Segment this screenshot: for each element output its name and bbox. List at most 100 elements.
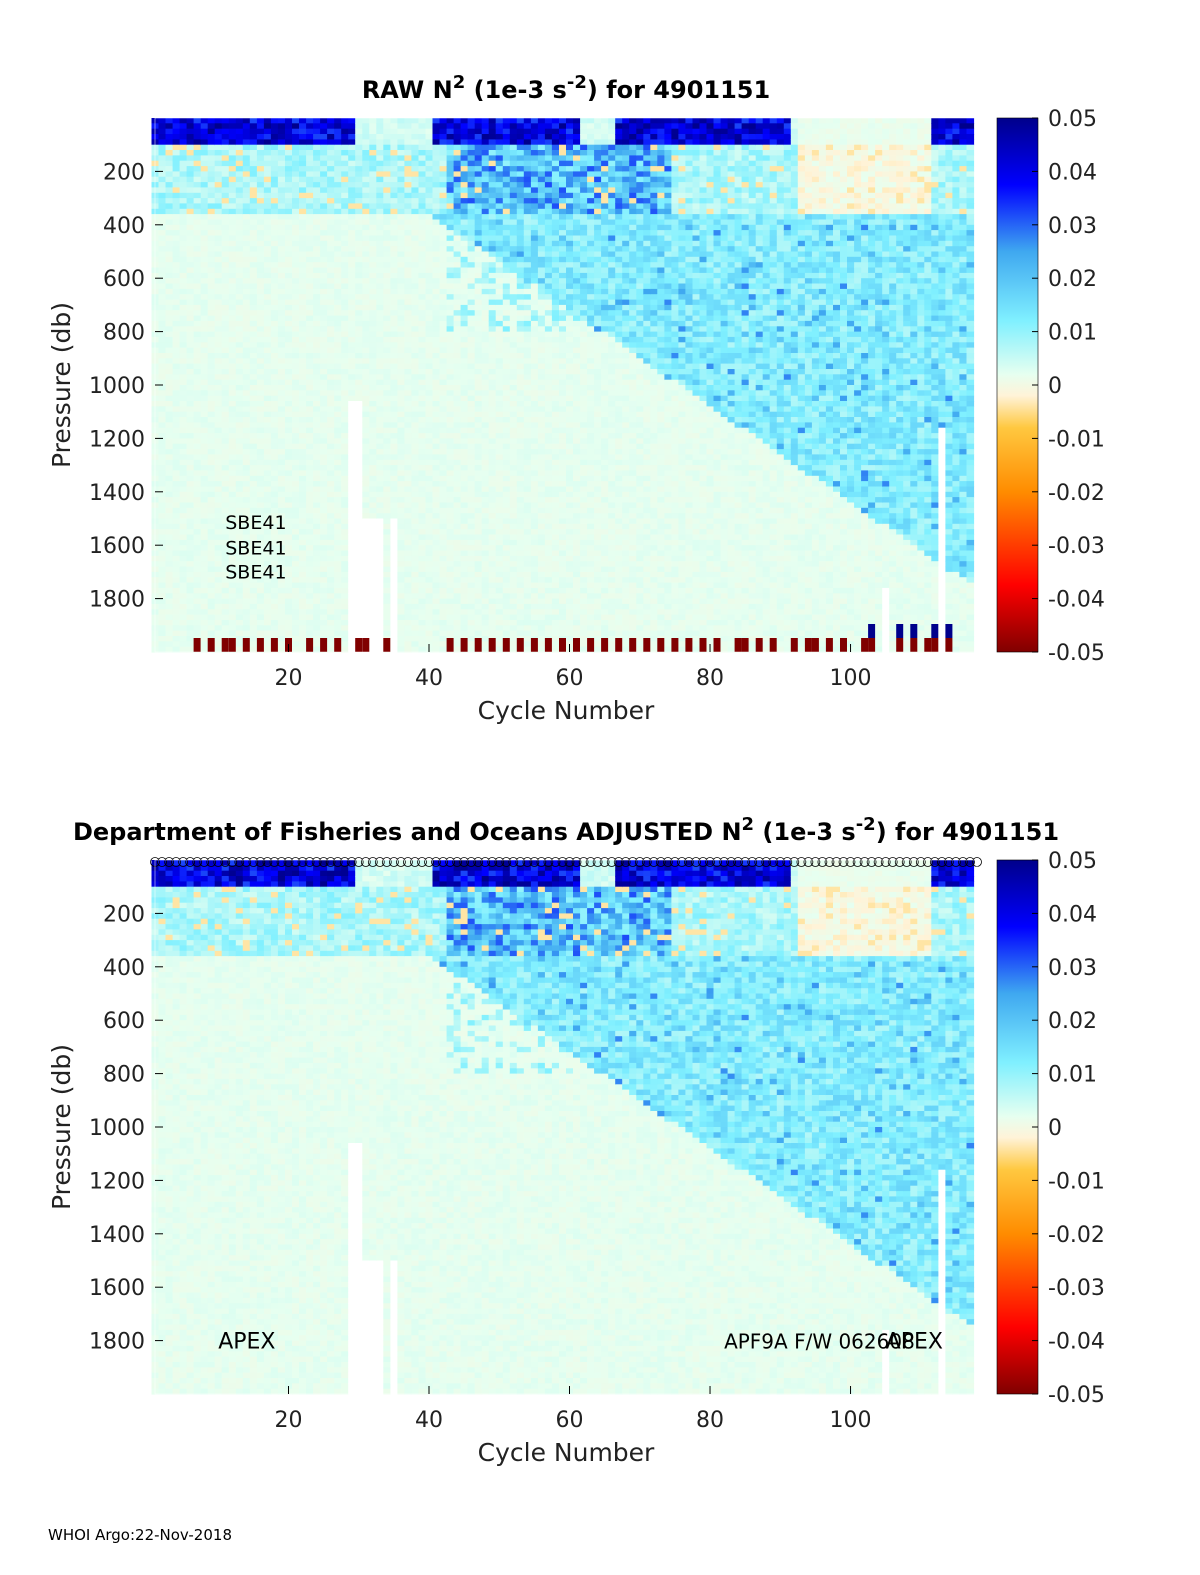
heatmap-cell (285, 353, 293, 359)
heatmap-cell (488, 406, 497, 413)
heatmap-cell (446, 256, 455, 263)
heatmap-cell (158, 406, 167, 413)
heatmap-cell (432, 390, 441, 397)
heatmap-cell (207, 326, 216, 333)
heatmap-cell (355, 128, 363, 135)
heatmap-cell (200, 155, 209, 162)
heatmap-cell (228, 497, 237, 503)
heatmap-cell (200, 342, 209, 349)
heatmap-cell (334, 459, 342, 466)
heatmap-cell (467, 620, 476, 626)
heatmap-cell (306, 411, 314, 418)
heatmap-cell (235, 561, 244, 568)
heatmap-cell (327, 304, 335, 311)
heatmap-cell (256, 401, 265, 407)
heatmap-cell (334, 176, 342, 183)
heatmap-cell (341, 636, 349, 642)
heatmap-cell (306, 150, 314, 156)
heatmap-cell (207, 390, 216, 397)
heatmap-cell (341, 486, 349, 493)
heatmap-cell (158, 304, 167, 311)
heatmap-cell (383, 550, 391, 557)
heatmap-cell (411, 502, 419, 509)
heatmap-cell (404, 641, 412, 648)
heatmap-cell (292, 491, 300, 498)
heatmap-cell (355, 427, 363, 434)
heatmap-cell (200, 198, 209, 204)
heatmap-cell (256, 577, 265, 584)
heatmap-cell (306, 160, 314, 167)
heatmap-cell (207, 454, 216, 461)
heatmap-cell (270, 272, 279, 279)
heatmap-cell (242, 513, 251, 520)
heatmap-cell (313, 336, 321, 343)
heatmap-cell (446, 150, 455, 156)
heatmap-cell (383, 566, 391, 573)
heatmap-cell (383, 235, 391, 242)
heatmap-cell (285, 555, 293, 562)
heatmap-cell (411, 230, 419, 236)
heatmap-cell (193, 144, 202, 151)
heatmap-cell (474, 507, 483, 514)
heatmap-cell (488, 614, 497, 621)
heatmap-cell (320, 465, 328, 471)
heatmap-cell (488, 529, 497, 536)
heatmap-cell (369, 566, 377, 573)
heatmap-cell (495, 470, 504, 477)
heatmap-cell (460, 118, 469, 124)
heatmap-cell (214, 353, 223, 359)
heatmap-cell (369, 235, 377, 242)
heatmap-cell (327, 192, 335, 199)
heatmap-cell (411, 166, 419, 172)
heatmap-cell (425, 251, 434, 258)
heatmap-cell (453, 539, 462, 546)
heatmap-cell (467, 155, 476, 162)
heatmap-cell (179, 470, 188, 477)
heatmap-cell (165, 155, 174, 162)
heatmap-cell (404, 406, 412, 413)
heatmap-cell (270, 123, 279, 130)
heatmap-cell (488, 144, 497, 151)
heatmap-cell (439, 465, 448, 471)
heatmap-cell (299, 192, 307, 199)
heatmap-cell (369, 246, 377, 253)
heatmap-cell (320, 123, 328, 130)
heatmap-cell (285, 278, 293, 285)
heatmap-cell (362, 134, 370, 140)
heatmap-cell (439, 507, 448, 514)
heatmap-cell (299, 347, 307, 354)
heatmap-cell (334, 139, 342, 146)
heatmap-cell (390, 566, 398, 573)
heatmap-cell (221, 443, 230, 450)
heatmap-cell (376, 593, 384, 600)
heatmap-cell (348, 336, 356, 343)
heatmap-cell (263, 320, 272, 327)
heatmap-cell (151, 443, 160, 450)
heatmap-cell (425, 625, 434, 632)
heatmap-cell (411, 465, 419, 471)
heatmap-cell (151, 139, 160, 146)
heatmap-cell (270, 587, 279, 594)
heatmap-cell (263, 192, 272, 199)
heatmap-cell (327, 278, 335, 285)
heatmap-cell (362, 433, 370, 439)
heatmap-cell (249, 187, 258, 194)
heatmap-cell (207, 561, 216, 568)
heatmap-cell (418, 192, 427, 199)
heatmap-cell (362, 326, 370, 333)
heatmap-cell (158, 550, 167, 557)
heatmap-cell (270, 144, 279, 151)
heatmap-cell (376, 523, 384, 530)
heatmap-cell (453, 374, 462, 381)
heatmap-cell (397, 379, 405, 386)
heatmap-cell (320, 240, 328, 247)
heatmap-cell (446, 134, 455, 140)
heatmap-cell (369, 577, 377, 584)
heatmap-cell (151, 123, 160, 130)
heatmap-cell (334, 539, 342, 546)
heatmap-cell (418, 571, 427, 578)
heatmap-cell (404, 353, 412, 359)
heatmap-cell (151, 571, 160, 578)
heatmap-cell (320, 310, 328, 317)
heatmap-cell (235, 481, 244, 487)
